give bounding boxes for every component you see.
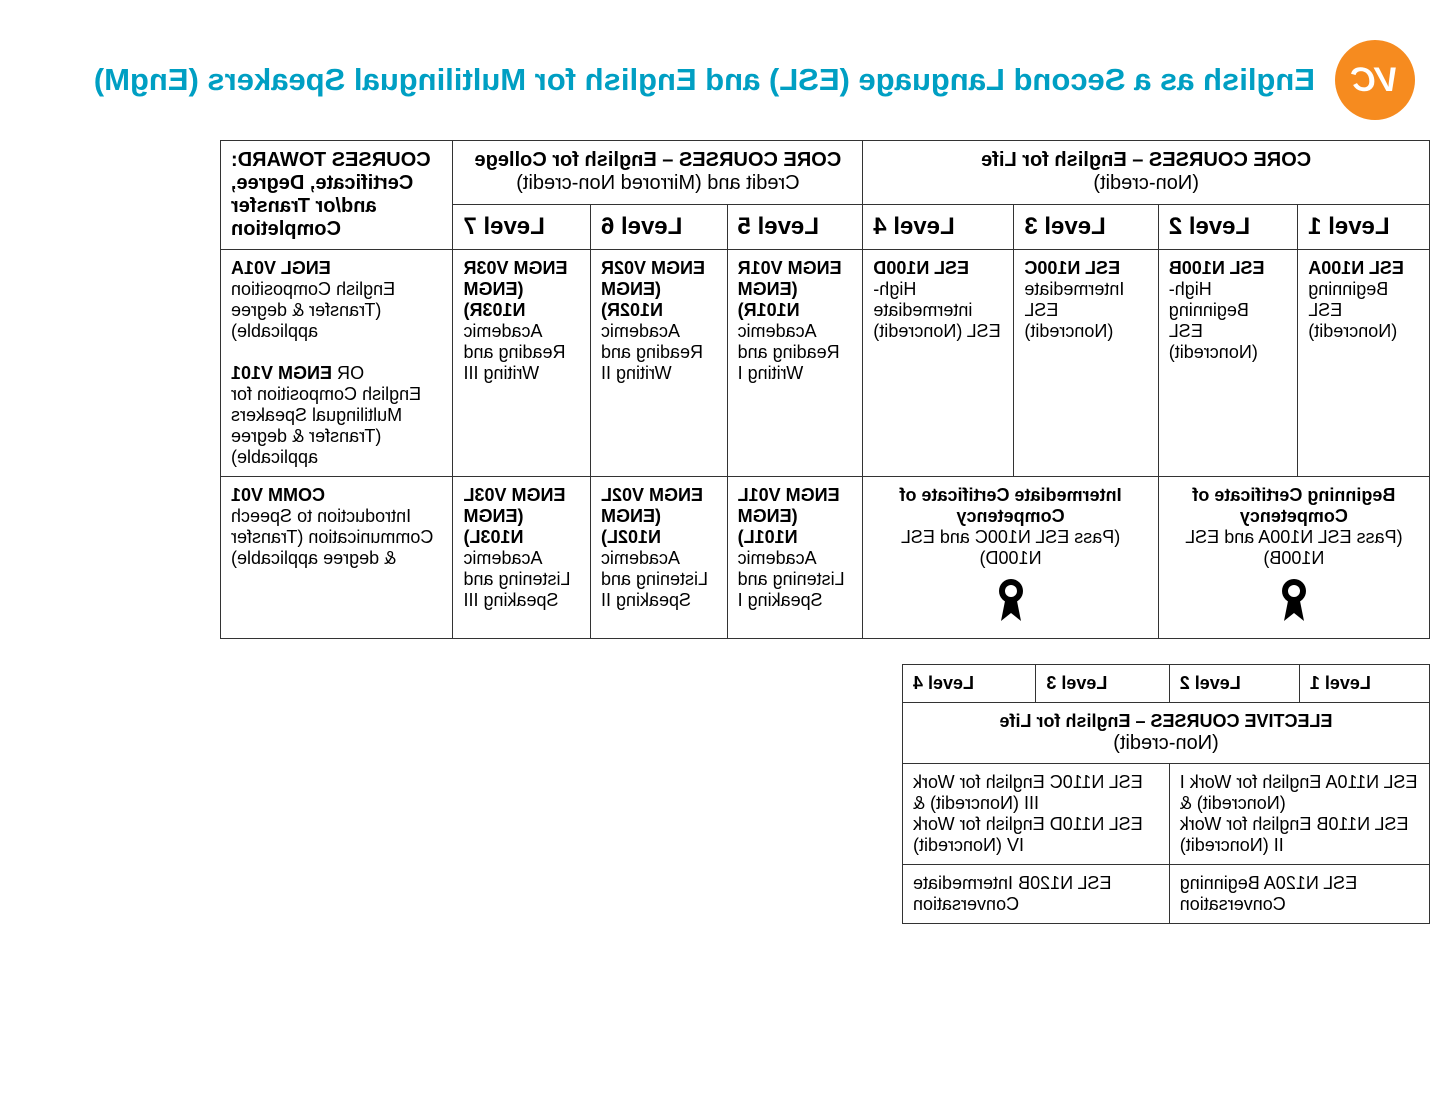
course-cell: ENGL V01AEnglish Composition (Transfer &… (221, 250, 453, 477)
elective-cell: ESL N120A Beginning Conversation (1169, 865, 1429, 924)
table-row: Beginning Certificate of Competency (Pas… (221, 477, 1430, 639)
elective-section-header: ELECTIVE COURSES – English for Life (Non… (903, 703, 1430, 764)
course-cell: ENGM V03R (ENGM N103R)Academic Reading a… (453, 250, 591, 477)
elective-cell: ESL N110C English for Work III (Noncredi… (903, 764, 1170, 865)
elective-level-4: Level 4 (903, 665, 1036, 703)
ribbon-icon (1274, 575, 1314, 630)
section-english-for-life: CORE COURSES – English for Life (Non-cre… (863, 141, 1430, 205)
core-courses-table: CORE COURSES – English for Life (Non-cre… (220, 140, 1430, 639)
level-4: Level 4 (863, 204, 1014, 249)
course-cell: ENGM V02R (ENGM N102R)Academic Reading a… (590, 250, 727, 477)
level-7: Level 7 (453, 204, 591, 249)
level-1: Level 1 (1298, 204, 1430, 249)
course-cell: ESL N100CIntermediate ESL (Noncredit) (1014, 250, 1158, 477)
ribbon-icon (991, 575, 1031, 630)
table-row: ESL N100ABeginning ESL (Noncredit) ESL N… (221, 250, 1430, 477)
intermediate-certificate: Intermediate Certificate of Competency (… (863, 477, 1158, 639)
page-title: English as a Second Language (ESL) and E… (94, 62, 1315, 98)
beginning-certificate: Beginning Certificate of Competency (Pas… (1158, 477, 1429, 639)
elective-level-2: Level 2 (1169, 665, 1299, 703)
course-cell: ENGM V01L (ENGM N101L)Academic Listening… (727, 477, 863, 639)
course-cell: ESL N100BHigh-Beginning ESL (Noncredit) (1158, 250, 1297, 477)
elective-cell: ESL N120B Intermediate Conversation (903, 865, 1170, 924)
course-cell: ENGM V03L (ENGM N103L)Academic Listening… (453, 477, 591, 639)
course-cell: ESL N100ABeginning ESL (Noncredit) (1298, 250, 1430, 477)
elective-courses-table: Level 1 Level 2 Level 3 Level 4 ELECTIVE… (902, 664, 1430, 924)
table-row: ESL N110A English for Work I (Noncredit)… (903, 764, 1430, 865)
level-5: Level 5 (727, 204, 863, 249)
level-6: Level 6 (590, 204, 727, 249)
course-cell: COMM V01Introduction to Speech Communica… (221, 477, 453, 639)
elective-level-3: Level 3 (1036, 665, 1169, 703)
section-english-for-college: CORE COURSES – English for College Credi… (453, 141, 863, 205)
elective-cell: ESL N110A English for Work I (Noncredit)… (1169, 764, 1429, 865)
course-cell: ESL N100DHigh-intermediate ESL (Noncredi… (863, 250, 1014, 477)
elective-level-1: Level 1 (1299, 665, 1429, 703)
course-cell: ENGM V02L (ENGM N102L)Academic Listening… (590, 477, 727, 639)
level-2: Level 2 (1158, 204, 1297, 249)
courses-toward-header: COURSES TOWARD:Certificate, Degree, and/… (221, 141, 453, 250)
page-header: VC English as a Second Language (ESL) an… (10, 40, 1430, 120)
course-cell: ENGM V01R (ENGM N101R)Academic Reading a… (727, 250, 863, 477)
level-3: Level 3 (1014, 204, 1158, 249)
table-row: ESL N120A Beginning Conversation ESL N12… (903, 865, 1430, 924)
vc-logo: VC (1335, 40, 1415, 120)
